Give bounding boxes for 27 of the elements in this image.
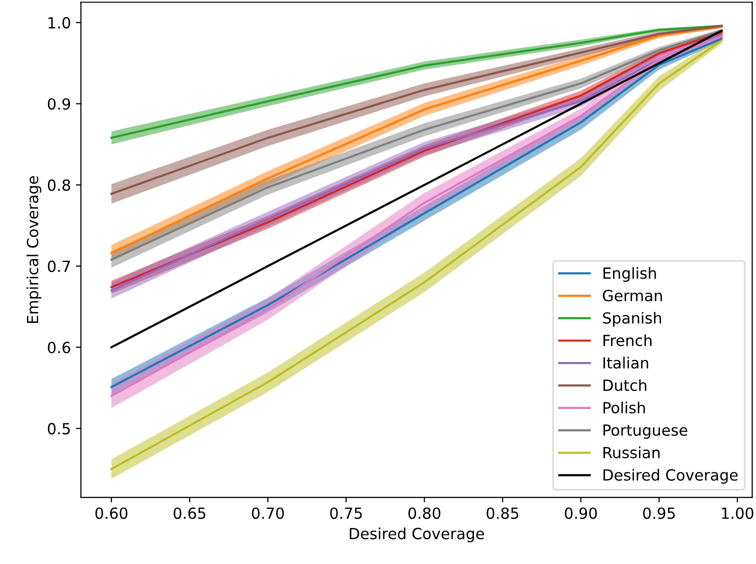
legend-label: German [602, 290, 662, 302]
legend-label: Dutch [604, 379, 646, 392]
y-tick-label: 0.8 [48, 179, 70, 191]
y-tick-label: 0.6 [48, 342, 70, 354]
y-tick-label: 0.9 [48, 98, 70, 110]
legend-label: French [604, 334, 652, 346]
y-tick-label: 0.7 [48, 260, 70, 272]
x-tick-label: 0.60 [95, 507, 128, 519]
legend-label: Italian [604, 356, 648, 369]
legend-label: Spanish [603, 312, 662, 327]
x-tick-label: 0.80 [408, 507, 440, 519]
x-tick-label: 0.85 [486, 507, 518, 519]
x-tick-label: 0.75 [330, 507, 362, 519]
y-tick-label: 1.0 [48, 17, 70, 29]
x-tick-label: 1.00 [722, 507, 754, 519]
x-tick-label: 0.70 [252, 507, 284, 519]
y-axis-title: Empirical Coverage [26, 176, 42, 323]
x-tick-label: 0.90 [564, 507, 597, 519]
legend-label: English [604, 267, 656, 282]
legend-label: Portuguese [604, 424, 688, 439]
legend-label: Russian [604, 446, 660, 458]
x-tick-label: 0.65 [174, 507, 206, 519]
legend-label: Polish [604, 402, 645, 414]
x-tick-label: 0.95 [643, 507, 675, 519]
y-tick-label: 0.5 [48, 422, 70, 434]
legend-label: Desired Coverage [604, 468, 738, 484]
x-axis-title: Desired Coverage [350, 528, 484, 542]
